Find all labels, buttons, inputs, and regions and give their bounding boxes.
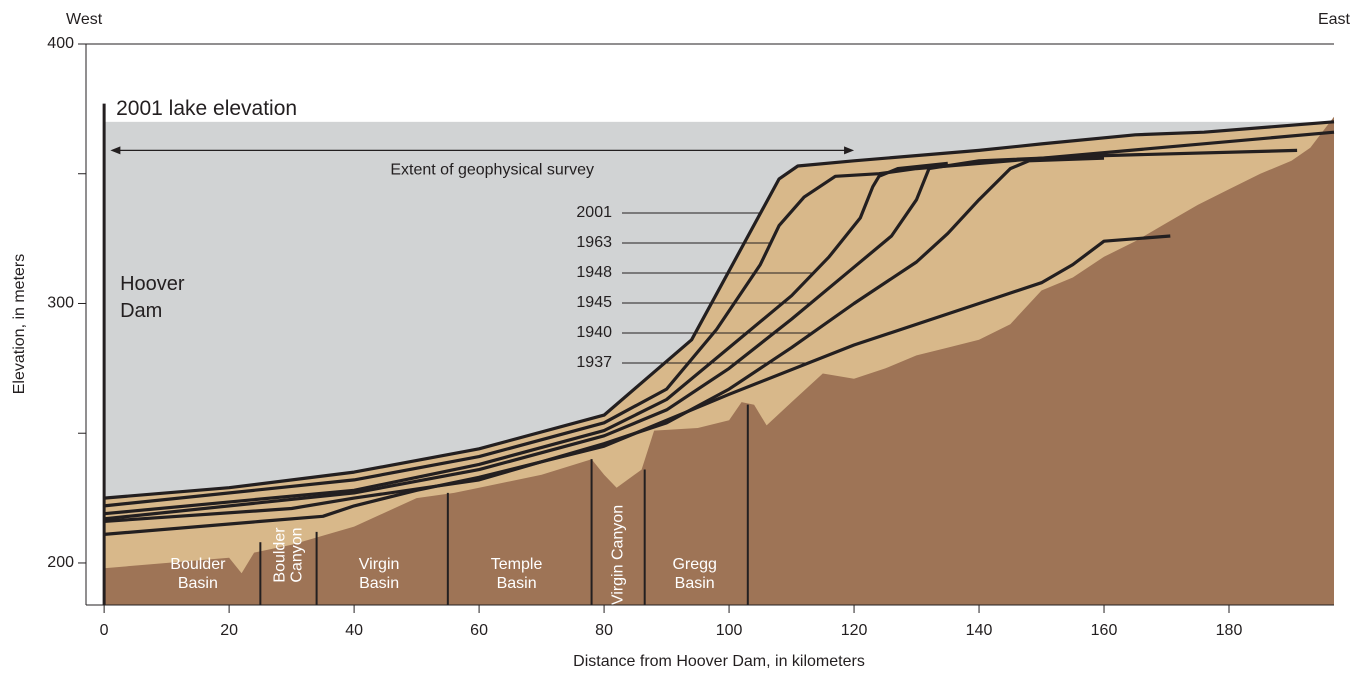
west-label: West xyxy=(66,11,103,28)
basin-label-line: Basin xyxy=(178,575,218,592)
x-tick-label: 120 xyxy=(841,622,868,639)
basin-label: Gregg Basin xyxy=(672,556,716,592)
x-tick-label: 180 xyxy=(1216,622,1243,639)
basin-label-line: Virgin Canyon xyxy=(610,505,627,605)
x-tick-label: 140 xyxy=(966,622,993,639)
basin-label-line: Canyon xyxy=(289,527,306,582)
basin-label: Virgin Canyon xyxy=(610,505,627,605)
legend-label: 1963 xyxy=(576,234,612,251)
survey-surface xyxy=(103,130,1335,508)
y-tick-label: 300 xyxy=(47,295,74,312)
x-tick-label: 80 xyxy=(595,622,613,639)
dam-label-line: Dam xyxy=(120,300,162,322)
y-tick-label: 400 xyxy=(47,35,74,52)
legend-label: 1948 xyxy=(576,264,612,281)
legend-label: 1937 xyxy=(576,354,612,371)
x-tick-label: 20 xyxy=(220,622,238,639)
basin-label-line: Boulder xyxy=(272,527,289,583)
bedrock xyxy=(104,116,1335,605)
survey-surface xyxy=(103,161,948,516)
basin-label-line: Basin xyxy=(675,575,715,592)
basin-label-line: Temple xyxy=(491,556,543,573)
x-tick-label: 100 xyxy=(716,622,743,639)
legend-label: 2001 xyxy=(576,204,612,221)
basin-label: Virgin Basin xyxy=(359,556,400,592)
x-tick-label: 40 xyxy=(345,622,363,639)
survey-surface xyxy=(103,148,1298,521)
arrow-head xyxy=(844,146,855,155)
dam-label-line: Hoover xyxy=(120,273,185,295)
arrow-head xyxy=(110,146,121,155)
basin-label: BoulderCanyon xyxy=(272,527,306,583)
survey-surface xyxy=(103,120,1335,500)
basin-label-line: Boulder xyxy=(170,556,226,573)
lake-label: 2001 lake elevation xyxy=(116,97,297,120)
legend-label: 1945 xyxy=(576,294,612,311)
basin-label-line: Basin xyxy=(359,575,399,592)
x-tick-label: 60 xyxy=(470,622,488,639)
basin-label-line: Basin xyxy=(497,575,537,592)
y-tick-label: 200 xyxy=(47,554,74,571)
dam-label: Hoover Dam xyxy=(120,273,185,322)
legend-label: 1940 xyxy=(576,324,612,341)
y-axis-title: Elevation, in meters xyxy=(11,254,28,395)
basin-label: Temple Basin xyxy=(491,556,543,592)
x-tick-label: 160 xyxy=(1091,622,1118,639)
survey-surface xyxy=(103,156,1105,523)
basin-label-line: Virgin xyxy=(359,556,400,573)
basin-label-line: Gregg xyxy=(672,556,716,573)
x-tick-label: 0 xyxy=(100,622,109,639)
basin-label: Boulder Basin xyxy=(170,556,226,592)
x-axis-title: Distance from Hoover Dam, in kilometers xyxy=(573,653,865,670)
survey-label: Extent of geophysical survey xyxy=(390,162,594,179)
east-label: East xyxy=(1318,11,1351,28)
survey-surface xyxy=(103,234,1171,536)
